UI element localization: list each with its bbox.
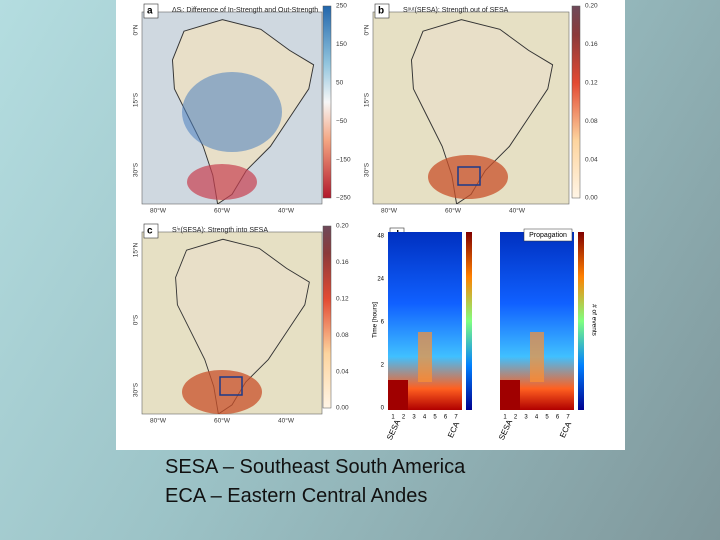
legend-text: Propagation [529,232,567,239]
colorbar-tick-label: 0.00 [585,195,598,202]
x-tick-label: 4 [423,415,427,421]
heatmap-hotspot [500,380,520,410]
lat-label: 0°N [363,24,371,35]
lat-label: 0°N [132,24,140,35]
colorbar-tick-label: 0.04 [585,156,598,163]
lat-label: 15°S [363,92,371,107]
lat-label: 30°S [363,162,371,177]
y-tick-label: 48 [377,234,384,240]
lon-label: 80°W [150,207,167,215]
y-axis-label: Time [hours] [372,302,379,338]
panel-label: c [147,226,153,237]
lat-label: 15°S [132,92,140,107]
colorbar-tick-label: −50 [336,118,347,125]
anomaly-blue [182,72,282,152]
legend-box [523,228,573,242]
panel-label: b [378,6,384,17]
lat-label: 30°S [132,162,140,177]
colorbar-tick-label: 0.16 [336,259,349,266]
colorbar-tick-label: 250 [336,3,347,10]
strength-blob [428,155,508,199]
lat-label: 15°N [132,242,140,257]
colorbar-tick-label: 0.00 [336,405,349,412]
panel-title: Sⁱⁿ(SESA): Strength into SESA [172,226,268,234]
colorbar-tick-label: 50 [336,80,344,87]
anomaly-red [187,164,257,200]
lon-label: 60°W [214,207,231,215]
lon-label: 80°W [150,417,167,425]
colorbar [571,5,581,199]
colorbar-tick-label: 150 [336,41,347,48]
x-tick-label: 5 [545,415,549,421]
colorbar-tick-label: 0.04 [336,368,349,375]
colorbar-tick-label: 0.12 [585,80,598,87]
colorbar [322,225,332,409]
panel-title: ΔSᵢ: Difference of In-Strength and Out-S… [172,7,318,14]
panel-label-box [374,3,390,19]
lon-label: 80°W [381,207,398,215]
x-tick-label: 2 [514,415,518,421]
colorbar-tick-label: 0.08 [336,332,349,339]
x-tick-label: 5 [433,415,437,421]
sesa-box [219,376,243,396]
lat-label: 30°S [132,382,140,397]
colorbar [578,232,584,410]
figure: a ΔSᵢ: Difference of In-Strength and Out-… [116,0,625,450]
colorbar [322,5,332,199]
panel-label: a [147,6,153,17]
heatmap-ridge [418,332,432,382]
lon-label: 40°W [278,207,295,215]
colorbar-tick-label: −150 [336,156,351,163]
x-tick-label: 3 [524,415,528,421]
colorbar-tick-label: 0.20 [336,223,349,230]
panel-label-box [143,3,159,19]
lon-label: 60°W [445,207,462,215]
y-tick-label: 24 [377,277,384,283]
x-tick-label: 7 [454,415,458,421]
heatmap-hotspot [388,380,408,410]
heatmap-ridge [530,332,544,382]
y-tick-label: 6 [381,320,385,326]
x-tick-label: 4 [535,415,539,421]
panel-label-box [143,223,159,239]
x-tick-label: 2 [402,415,406,421]
colorbar-tick-label: 0.08 [585,118,598,125]
lon-label: 40°W [509,207,526,215]
colorbar-tick-label: 0.12 [336,296,349,303]
y-tick-label: 0 [381,406,385,412]
colorbar-label: # of events [590,304,597,337]
colorbar-tick-label: 0.16 [585,41,598,48]
x-tick-label: 6 [444,415,448,421]
caption-line: SESA – Southeast South America [165,456,466,478]
colorbar-tick-label: 0.20 [585,3,598,10]
lat-label: 0°S [132,314,140,325]
x-tick-label: 7 [566,415,570,421]
lon-label: 40°W [278,417,295,425]
lon-label: 60°W [214,417,231,425]
x-tick-label: 6 [556,415,560,421]
colorbar [466,232,472,410]
panel-title: Sᵒᵘᵗ(SESA): Strength out of SESA [403,7,509,14]
caption-line: ECA – Eastern Central Andes [165,485,428,507]
sesa-box [457,166,481,186]
colorbar-tick-label: −250 [336,195,351,202]
y-tick-label: 2 [381,363,385,369]
x-tick-label: 1 [391,415,395,421]
x-tick-label: 3 [412,415,416,421]
x-tick-label: 1 [503,415,507,421]
